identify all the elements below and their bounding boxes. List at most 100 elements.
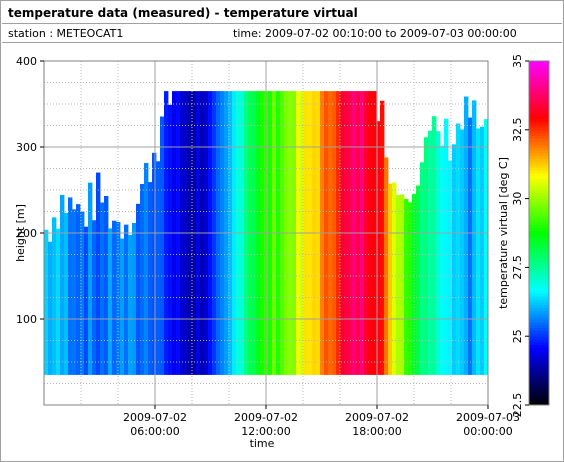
colorbar-segment [529,155,549,159]
x-tick-label-time: 00:00:00 [463,425,512,438]
colorbar-segment [529,147,549,151]
colorbar-segment [529,224,549,228]
heatmap-cell [416,185,421,375]
heatmap-cell [128,234,133,375]
heatmap-cell [156,161,161,375]
colorbar-segment [529,95,549,99]
heatmap-cell [468,117,473,375]
colorbar-segment [529,172,549,177]
colorbar-tick-label: 35 [511,54,524,68]
heatmap-cell [64,212,69,375]
colorbar-segment [529,86,549,91]
heatmap-cell [68,197,73,375]
colorbar-segment [529,253,549,257]
colorbar-segment [529,198,549,202]
heatmap-cell [460,129,465,375]
colorbar-segment [529,78,549,82]
heatmap-cell [380,100,385,375]
header-divider [2,23,562,24]
heatmap-cell [436,131,441,375]
colorbar-segment [529,164,549,168]
colorbar-tick-label: 22.5 [511,393,524,418]
x-axis-label: time [250,437,275,450]
colorbar-segment [529,333,549,337]
heatmap-cell [420,162,425,375]
colorbar-segment [529,83,549,88]
heatmap-cell [124,224,129,375]
colorbar-segment [529,132,549,137]
colorbar-segment [529,356,549,360]
colorbar-segment [529,382,549,386]
heatmap-cell [444,118,449,375]
colorbar-segment [529,258,549,263]
colorbar-segment [529,353,549,357]
colorbar-segment [529,247,549,251]
colorbar-segment [529,296,549,300]
heatmap-cell [388,183,393,375]
colorbar-segment [529,370,549,374]
x-tick-label-date: 2009-07-03 [456,411,520,424]
colorbar-segment [529,250,549,254]
colorbar-segment [529,66,549,71]
colorbar-segment [529,212,549,217]
heatmap-cell [76,204,81,375]
colorbar-segment [529,287,549,291]
heatmap-cell [92,220,97,375]
colorbar-segment [529,149,549,154]
heatmap-cell [452,144,457,375]
x-tick-label-date: 2009-07-02 [345,411,409,424]
colorbar-segment [529,112,549,116]
colorbar-segment [529,63,549,68]
colorbar-segment [529,399,549,403]
colorbar-segment [529,92,549,96]
colorbar-segment [529,235,549,240]
colorbar-segment [529,101,549,105]
heatmap-cell [72,209,77,375]
heatmap-cell [104,196,109,375]
colorbar-segment [529,106,549,111]
heatmap-cell [108,228,113,375]
colorbar-segment [529,276,549,280]
colorbar-segment [529,207,549,211]
heatmap-cell [44,229,49,375]
colorbar-segment [529,204,549,208]
colorbar-segment [529,158,549,162]
colorbar-segment [529,278,549,283]
heatmap-cell [408,202,413,375]
colorbar-segment [529,359,549,363]
heatmap-cell [476,128,481,375]
heatmap-cell [480,126,485,375]
heatmap-cell [484,119,489,375]
colorbar-segment [529,301,549,306]
y-axis-label: height [m] [14,204,27,262]
y-axis-ticks: 100 200 300 400 [16,55,44,326]
colorbar-segment [529,362,549,366]
colorbar-segment [529,324,549,329]
colorbar-segment [529,98,549,102]
heatmap-cell [60,194,65,375]
x-tick-label-time: 06:00:00 [130,425,179,438]
heatmap-cell [412,194,417,375]
colorbar-segment [529,144,549,148]
heatmap-cell [428,130,433,375]
heatmap-cell [96,172,101,375]
colorbar-tick-label: 25 [511,329,524,343]
colorbar-segment [529,109,549,114]
colorbar-segment [529,384,549,389]
colorbar-segment [529,161,549,165]
time-range-label: time: 2009-07-02 00:10:00 to 2009-07-03 … [233,27,517,40]
colorbar-segment [529,81,549,85]
colorbar-segment [529,69,549,73]
chart-title: temperature data (measured) - temperatur… [8,6,358,20]
heatmap-cell [400,194,405,375]
colorbar-segment [529,327,549,331]
x-axis-ticks: 2009-07-0206:00:002009-07-0212:00:002009… [123,405,520,438]
colorbar-segment [529,118,549,122]
station-label: station : METEOCAT1 [8,27,124,40]
colorbar-segment [529,290,549,294]
colorbar-segment [529,304,549,309]
colorbar-segment [529,138,549,142]
colorbar-segment [529,341,549,346]
heatmap-cell [160,116,165,375]
heatmap-cell [144,162,149,375]
